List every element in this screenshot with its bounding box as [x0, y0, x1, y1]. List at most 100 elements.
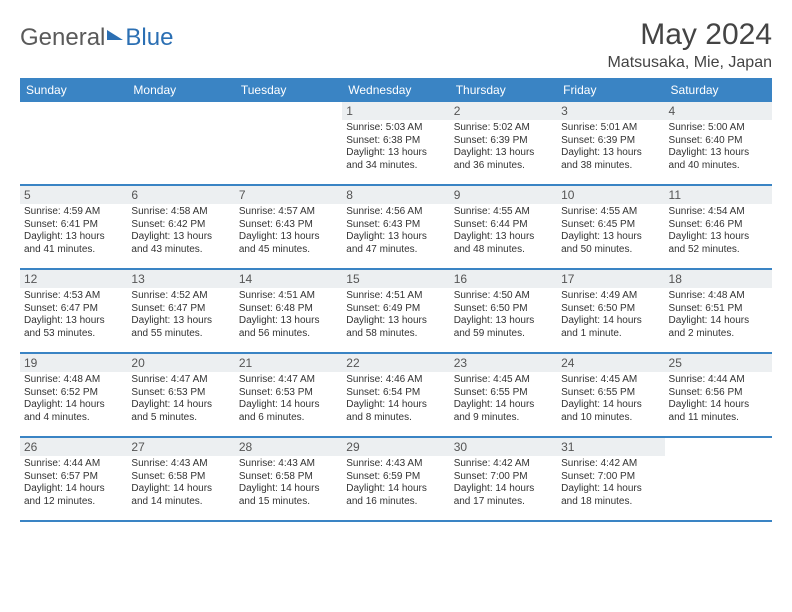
day-cell: 11Sunrise: 4:54 AMSunset: 6:46 PMDayligh…: [665, 186, 772, 268]
day-number: 26: [20, 438, 127, 456]
day-info: Sunrise: 4:53 AMSunset: 6:47 PMDaylight:…: [24, 290, 123, 340]
day-number: 18: [665, 270, 772, 288]
day-cell: 2Sunrise: 5:02 AMSunset: 6:39 PMDaylight…: [450, 102, 557, 184]
day-cell: 24Sunrise: 4:45 AMSunset: 6:55 PMDayligh…: [557, 354, 664, 436]
dow-cell: Tuesday: [235, 78, 342, 102]
day-info: Sunrise: 4:44 AMSunset: 6:56 PMDaylight:…: [669, 374, 768, 424]
week-row: 12 Sunrise: 4:53 AMSunset: 6:47 PMDayligh…: [20, 270, 772, 354]
day-number: 13: [127, 270, 234, 288]
day-cell: 17Sunrise: 4:49 AMSunset: 6:50 PMDayligh…: [557, 270, 664, 352]
day-cell: 22Sunrise: 4:46 AMSunset: 6:54 PMDayligh…: [342, 354, 449, 436]
week-row: 5 Sunrise: 4:59 AMSunset: 6:41 PMDaylight…: [20, 186, 772, 270]
day-number: 19: [20, 354, 127, 372]
day-cell: [235, 102, 342, 184]
day-info: Sunrise: 4:56 AMSunset: 6:43 PMDaylight:…: [346, 206, 445, 256]
day-number: 3: [557, 102, 664, 120]
logo-text-blue: Blue: [125, 24, 173, 52]
day-info: Sunrise: 5:00 AMSunset: 6:40 PMDaylight:…: [669, 122, 768, 172]
day-cell: 29 Sunrise: 4:43 AMSunset: 6:59 PMDayligh…: [342, 438, 449, 520]
month-title: May 2024: [607, 18, 772, 52]
day-cell: 15Sunrise: 4:51 AMSunset: 6:49 PMDayligh…: [342, 270, 449, 352]
day-cell: 7Sunrise: 4:57 AMSunset: 6:43 PMDaylight…: [235, 186, 342, 268]
day-info: Sunrise: 4:47 AMSunset: 6:53 PMDaylight:…: [239, 374, 338, 424]
week-row: 1 Sunrise: 5:03 AMSunset: 6:38 PMDaylight…: [20, 102, 772, 186]
day-info: Sunrise: 4:55 AMSunset: 6:45 PMDaylight:…: [561, 206, 660, 256]
day-number: 17: [557, 270, 664, 288]
day-number: 24: [557, 354, 664, 372]
day-cell: 14Sunrise: 4:51 AMSunset: 6:48 PMDayligh…: [235, 270, 342, 352]
day-info: Sunrise: 4:54 AMSunset: 6:46 PMDaylight:…: [669, 206, 768, 256]
day-cell: 25 Sunrise: 4:44 AMSunset: 6:56 PMDayligh…: [665, 354, 772, 436]
day-info: Sunrise: 4:43 AMSunset: 6:59 PMDaylight:…: [346, 458, 445, 508]
day-number: 25: [665, 354, 772, 372]
dow-header-row: Sunday Monday Tuesday Wednesday Thursday…: [20, 78, 772, 102]
day-info: Sunrise: 4:51 AMSunset: 6:49 PMDaylight:…: [346, 290, 445, 340]
day-info: Sunrise: 4:59 AMSunset: 6:41 PMDaylight:…: [24, 206, 123, 256]
day-number: 4: [665, 102, 772, 120]
day-number: 23: [450, 354, 557, 372]
dow-cell: Friday: [557, 78, 664, 102]
week-row: 19 Sunrise: 4:48 AMSunset: 6:52 PMDayligh…: [20, 354, 772, 438]
dow-cell: Monday: [127, 78, 234, 102]
dow-cell: Sunday: [20, 78, 127, 102]
day-number: 27: [127, 438, 234, 456]
day-number: 14: [235, 270, 342, 288]
day-number: 31: [557, 438, 664, 456]
day-cell: 3 Sunrise: 5:01 AMSunset: 6:39 PMDaylight…: [557, 102, 664, 184]
week-row: 26 Sunrise: 4:44 AMSunset: 6:57 PMDayligh…: [20, 438, 772, 522]
day-number: 21: [235, 354, 342, 372]
day-cell: 10 Sunrise: 4:55 AMSunset: 6:45 PMDayligh…: [557, 186, 664, 268]
day-cell: 6Sunrise: 4:58 AMSunset: 6:42 PMDaylight…: [127, 186, 234, 268]
day-cell: 18 Sunrise: 4:48 AMSunset: 6:51 PMDayligh…: [665, 270, 772, 352]
day-number: 9: [450, 186, 557, 204]
day-number: 10: [557, 186, 664, 204]
day-cell: 20 Sunrise: 4:47 AMSunset: 6:53 PMDayligh…: [127, 354, 234, 436]
day-cell: 13Sunrise: 4:52 AMSunset: 6:47 PMDayligh…: [127, 270, 234, 352]
day-cell: 26 Sunrise: 4:44 AMSunset: 6:57 PMDayligh…: [20, 438, 127, 520]
day-cell: 5 Sunrise: 4:59 AMSunset: 6:41 PMDaylight…: [20, 186, 127, 268]
day-number: 1: [342, 102, 449, 120]
dow-cell: Thursday: [450, 78, 557, 102]
day-info: Sunrise: 4:50 AMSunset: 6:50 PMDaylight:…: [454, 290, 553, 340]
day-cell: 9Sunrise: 4:55 AMSunset: 6:44 PMDaylight…: [450, 186, 557, 268]
location: Matsusaka, Mie, Japan: [607, 54, 772, 72]
day-info: Sunrise: 4:42 AMSunset: 7:00 PMDaylight:…: [454, 458, 553, 508]
day-cell: 28 Sunrise: 4:43 AMSunset: 6:58 PMDayligh…: [235, 438, 342, 520]
day-number: 30: [450, 438, 557, 456]
day-cell: [127, 102, 234, 184]
day-number: 16: [450, 270, 557, 288]
day-info: Sunrise: 4:57 AMSunset: 6:43 PMDaylight:…: [239, 206, 338, 256]
day-info: Sunrise: 4:43 AMSunset: 6:58 PMDaylight:…: [131, 458, 230, 508]
day-cell: 1 Sunrise: 5:03 AMSunset: 6:38 PMDaylight…: [342, 102, 449, 184]
day-cell: 21 Sunrise: 4:47 AMSunset: 6:53 PMDayligh…: [235, 354, 342, 436]
day-cell: 16 Sunrise: 4:50 AMSunset: 6:50 PMDayligh…: [450, 270, 557, 352]
weeks-container: 1 Sunrise: 5:03 AMSunset: 6:38 PMDaylight…: [20, 102, 772, 522]
day-info: Sunrise: 4:47 AMSunset: 6:53 PMDaylight:…: [131, 374, 230, 424]
title-block: May 2024 Matsusaka, Mie, Japan: [607, 18, 772, 72]
day-cell: 27 Sunrise: 4:43 AMSunset: 6:58 PMDayligh…: [127, 438, 234, 520]
day-info: Sunrise: 4:43 AMSunset: 6:58 PMDaylight:…: [239, 458, 338, 508]
day-info: Sunrise: 4:44 AMSunset: 6:57 PMDaylight:…: [24, 458, 123, 508]
day-info: Sunrise: 5:03 AMSunset: 6:38 PMDaylight:…: [346, 122, 445, 172]
day-cell: 8Sunrise: 4:56 AMSunset: 6:43 PMDaylight…: [342, 186, 449, 268]
day-info: Sunrise: 4:48 AMSunset: 6:52 PMDaylight:…: [24, 374, 123, 424]
day-info: Sunrise: 4:48 AMSunset: 6:51 PMDaylight:…: [669, 290, 768, 340]
day-cell: 19 Sunrise: 4:48 AMSunset: 6:52 PMDayligh…: [20, 354, 127, 436]
day-number: 20: [127, 354, 234, 372]
day-number: 29: [342, 438, 449, 456]
day-number: 12: [20, 270, 127, 288]
day-number: 2: [450, 102, 557, 120]
day-info: Sunrise: 5:01 AMSunset: 6:39 PMDaylight:…: [561, 122, 660, 172]
day-cell: 4 Sunrise: 5:00 AMSunset: 6:40 PMDaylight…: [665, 102, 772, 184]
day-info: Sunrise: 4:42 AMSunset: 7:00 PMDaylight:…: [561, 458, 660, 508]
day-info: Sunrise: 4:46 AMSunset: 6:54 PMDaylight:…: [346, 374, 445, 424]
day-number: 5: [20, 186, 127, 204]
day-number: 6: [127, 186, 234, 204]
day-number: 28: [235, 438, 342, 456]
calendar: Sunday Monday Tuesday Wednesday Thursday…: [20, 78, 772, 522]
day-cell: 30 Sunrise: 4:42 AMSunset: 7:00 PMDayligh…: [450, 438, 557, 520]
day-cell: 23Sunrise: 4:45 AMSunset: 6:55 PMDayligh…: [450, 354, 557, 436]
dow-cell: Saturday: [665, 78, 772, 102]
day-cell: [20, 102, 127, 184]
day-cell: 12 Sunrise: 4:53 AMSunset: 6:47 PMDayligh…: [20, 270, 127, 352]
